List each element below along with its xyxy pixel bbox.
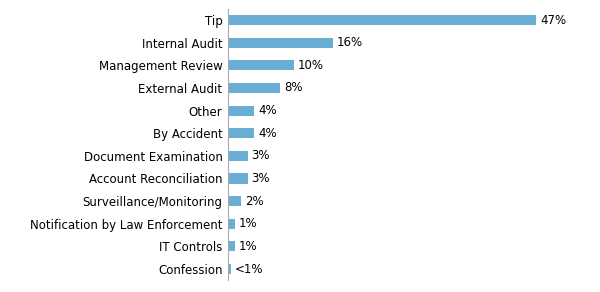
Bar: [228, 241, 235, 251]
Bar: [228, 219, 235, 229]
Text: 8%: 8%: [284, 81, 303, 95]
Bar: [228, 105, 254, 116]
Bar: [228, 60, 293, 70]
Bar: [228, 38, 333, 48]
Text: <1%: <1%: [235, 263, 264, 276]
Text: 3%: 3%: [251, 172, 270, 185]
Text: 2%: 2%: [245, 194, 263, 208]
Text: 47%: 47%: [540, 13, 566, 27]
Bar: [228, 196, 241, 206]
Text: 1%: 1%: [238, 217, 257, 230]
Bar: [228, 83, 280, 93]
Bar: [228, 15, 536, 25]
Text: 1%: 1%: [238, 240, 257, 253]
Text: 3%: 3%: [251, 149, 270, 162]
Text: 4%: 4%: [258, 127, 277, 140]
Text: 10%: 10%: [298, 59, 323, 72]
Bar: [228, 128, 254, 138]
Bar: [228, 151, 248, 161]
Bar: [228, 173, 248, 184]
Text: 4%: 4%: [258, 104, 277, 117]
Text: 16%: 16%: [337, 36, 363, 49]
Bar: [228, 264, 231, 274]
